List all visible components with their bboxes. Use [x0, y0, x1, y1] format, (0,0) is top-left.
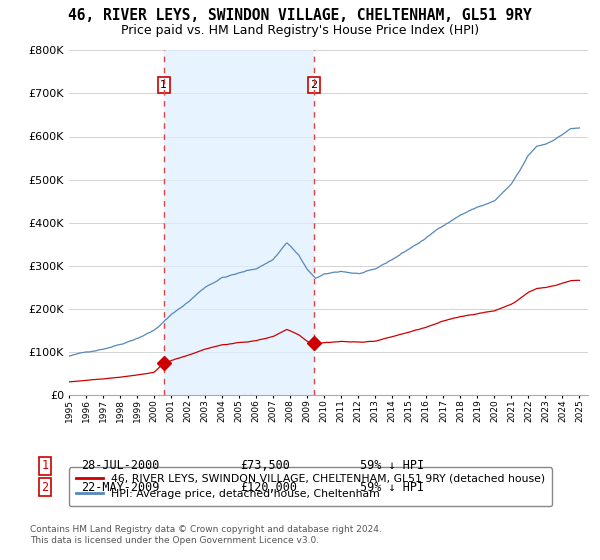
Legend: 46, RIVER LEYS, SWINDON VILLAGE, CHELTENHAM, GL51 9RY (detached house), HPI: Ave: 46, RIVER LEYS, SWINDON VILLAGE, CHELTEN… — [69, 468, 552, 506]
Text: 59% ↓ HPI: 59% ↓ HPI — [360, 459, 424, 473]
Text: 22-MAY-2009: 22-MAY-2009 — [81, 480, 160, 494]
Text: £73,500: £73,500 — [240, 459, 290, 473]
Text: 46, RIVER LEYS, SWINDON VILLAGE, CHELTENHAM, GL51 9RY: 46, RIVER LEYS, SWINDON VILLAGE, CHELTEN… — [68, 8, 532, 24]
Text: £120,000: £120,000 — [240, 480, 297, 494]
Text: Contains HM Land Registry data © Crown copyright and database right 2024.
This d: Contains HM Land Registry data © Crown c… — [30, 525, 382, 545]
Text: 1: 1 — [160, 80, 167, 90]
Bar — [164, 50, 314, 395]
Text: 2: 2 — [310, 80, 317, 90]
Text: Price paid vs. HM Land Registry's House Price Index (HPI): Price paid vs. HM Land Registry's House … — [121, 24, 479, 36]
Text: 59% ↓ HPI: 59% ↓ HPI — [360, 480, 424, 494]
Text: 28-JUL-2000: 28-JUL-2000 — [81, 459, 160, 473]
Text: 1: 1 — [41, 459, 49, 473]
Text: 2: 2 — [41, 480, 49, 494]
